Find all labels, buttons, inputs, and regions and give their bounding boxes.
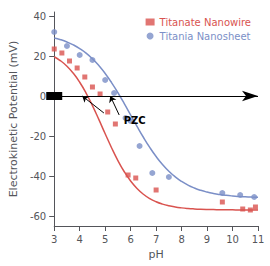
svg-text:7: 7: [153, 234, 159, 245]
svg-text:20: 20: [33, 51, 46, 62]
svg-text:-40: -40: [30, 171, 46, 182]
svg-text:3: 3: [51, 234, 57, 245]
svg-text:Titanate Nanowire: Titanate Nanowire: [159, 17, 251, 28]
svg-text:5: 5: [102, 234, 108, 245]
svg-text:11: 11: [252, 234, 265, 245]
svg-text:4: 4: [77, 234, 83, 245]
svg-text:9: 9: [204, 234, 210, 245]
svg-text:-20: -20: [30, 131, 46, 142]
svg-text:8: 8: [178, 234, 184, 245]
svg-text:6: 6: [127, 234, 133, 245]
svg-text:40: 40: [33, 11, 46, 22]
svg-text:0: 0: [40, 91, 46, 102]
svg-text:Electrokinetic Potential (mV): Electrokinetic Potential (mV): [7, 41, 20, 198]
svg-text:pH: pH: [148, 248, 163, 261]
svg-text:-60: -60: [30, 211, 46, 222]
svg-text:10: 10: [226, 234, 239, 245]
svg-text:PZC: PZC: [124, 115, 146, 126]
svg-text:Titania Nanosheet: Titania Nanosheet: [159, 31, 251, 42]
